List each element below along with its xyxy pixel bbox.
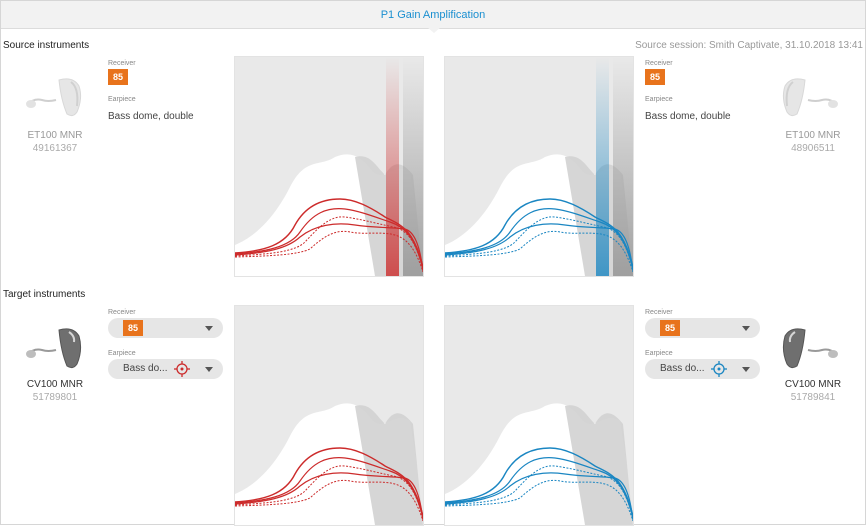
source-right-receiver-label: Receiver <box>645 60 673 67</box>
frequency-band-highlight <box>386 57 399 276</box>
target-left-earpiece-label: Earpiece <box>108 350 136 357</box>
hearing-aid-icon <box>26 328 82 369</box>
gain-curve <box>235 223 423 272</box>
target-left-receiver-label: Receiver <box>108 309 136 316</box>
source-left-receiver-badge: 85 <box>108 69 128 85</box>
chevron-down-icon <box>205 326 213 331</box>
source-right-receiver-badge: 85 <box>645 69 665 85</box>
chevron-down-icon <box>205 367 213 372</box>
hearing-aid-icon <box>26 78 82 117</box>
target-right-model: CV100 MNR <box>784 379 842 390</box>
gain-curve <box>235 447 423 517</box>
gain-curve <box>445 230 633 273</box>
gain-curve <box>235 216 423 272</box>
gain-curve <box>235 208 423 270</box>
source-left-receiver-label: Receiver <box>108 60 136 67</box>
target-right-earpiece-dropdown[interactable]: Bass do... <box>645 359 760 379</box>
gain-curve <box>445 216 633 272</box>
chevron-down-icon <box>742 367 750 372</box>
target-right-receiver-dropdown[interactable]: 85 <box>645 318 760 338</box>
chart-shadow-fill <box>565 405 633 525</box>
gain-curve <box>445 457 633 519</box>
crosshair-icon[interactable] <box>174 361 190 377</box>
source-left-gain-chart <box>234 56 424 277</box>
frequency-band-grey <box>613 57 633 276</box>
target-section-title: Target instruments <box>3 289 86 300</box>
source-right-serial: 48906511 <box>791 143 835 154</box>
target-left-serial: 51789801 <box>32 392 78 403</box>
hearing-aid-icon <box>782 78 838 117</box>
source-right-earpiece-label: Earpiece <box>645 96 673 103</box>
gain-curve <box>445 208 633 270</box>
header-bar: P1 Gain Amplification <box>1 1 865 29</box>
target-left-earpiece-value: Bass do... <box>123 363 168 374</box>
gain-curve <box>445 198 633 268</box>
gain-curve <box>445 472 633 521</box>
gain-curve <box>235 198 423 268</box>
gain-curve <box>445 447 633 517</box>
target-right-earpiece-label: Earpiece <box>645 350 673 357</box>
target-left-receiver-badge: 85 <box>123 320 143 336</box>
target-right-receiver-label: Receiver <box>645 309 673 316</box>
target-left-receiver-dropdown[interactable]: 85 <box>108 318 223 338</box>
target-left-model: CV100 MNR <box>26 379 84 390</box>
source-session-info: Source session: Smith Captivate, 31.10.2… <box>635 40 863 51</box>
hearing-aid-icon <box>782 328 838 369</box>
source-left-model: ET100 MNR <box>27 130 83 141</box>
frequency-band-highlight <box>596 57 609 276</box>
source-left-earpiece-value: Bass dome, double <box>108 111 194 122</box>
source-section-title: Source instruments <box>3 40 90 51</box>
source-right-model: ET100 MNR <box>785 130 841 141</box>
target-left-gain-chart <box>234 305 424 526</box>
gain-curve <box>235 457 423 519</box>
target-right-earpiece-value: Bass do... <box>660 363 705 374</box>
active-tab-indicator <box>427 27 441 33</box>
source-right-gain-chart <box>444 56 634 277</box>
target-right-serial: 51789841 <box>790 392 836 403</box>
source-left-earpiece-label: Earpiece <box>108 96 136 103</box>
target-right-receiver-badge: 85 <box>660 320 680 336</box>
source-left-serial: 49161367 <box>32 143 78 154</box>
frequency-band-grey <box>403 57 423 276</box>
gain-curve <box>235 465 423 521</box>
gain-curve <box>445 223 633 272</box>
target-left-earpiece-dropdown[interactable]: Bass do... <box>108 359 223 379</box>
crosshair-icon[interactable] <box>711 361 727 377</box>
tab-p1-gain-amplification[interactable]: P1 Gain Amplification <box>380 9 486 21</box>
gain-curve <box>445 465 633 521</box>
gain-curve <box>235 472 423 521</box>
chevron-down-icon <box>742 326 750 331</box>
gain-curve <box>445 479 633 522</box>
gain-curve <box>235 230 423 273</box>
source-right-earpiece-value: Bass dome, double <box>645 111 731 122</box>
gain-curve <box>235 479 423 522</box>
target-right-gain-chart <box>444 305 634 526</box>
chart-shadow-fill <box>355 405 423 525</box>
